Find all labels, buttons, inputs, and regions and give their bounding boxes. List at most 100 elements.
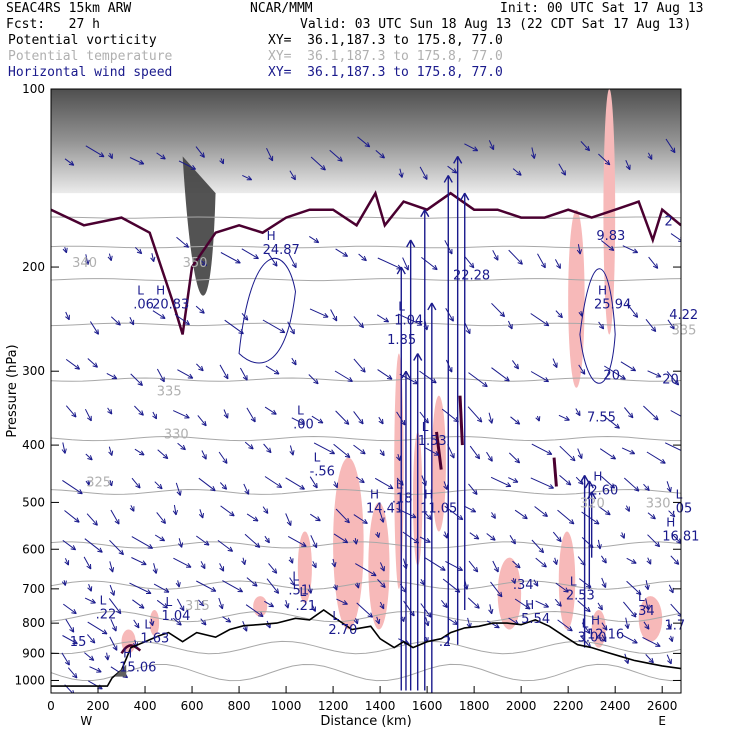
wind-vector-head (516, 170, 522, 176)
wind-vector-head (160, 518, 166, 524)
wind-vector (62, 442, 66, 454)
wind-vector (557, 509, 575, 525)
wind-vector (108, 253, 112, 261)
wind-vector (491, 367, 510, 382)
wind-vector (62, 635, 78, 645)
wind-vector-head (347, 377, 353, 382)
wind-vector-head (323, 312, 329, 318)
wind-vector (154, 481, 163, 490)
wind-vector-head (449, 453, 455, 459)
wind-vector-head (291, 359, 297, 366)
wind-vector-head (364, 142, 371, 148)
wind-vector-head (317, 418, 324, 424)
strong-wind-vector-head (420, 209, 430, 218)
wind-vector-head (289, 450, 295, 456)
wind-vector-head (361, 255, 367, 262)
y-tick-label: 500 (22, 495, 45, 509)
wind-vector (353, 411, 364, 425)
wind-vector-head (515, 563, 521, 569)
wind-vector-head (650, 514, 656, 520)
wind-vector (289, 577, 296, 586)
wind-vector (490, 476, 512, 487)
field-theta-name: Potential temperature (8, 49, 173, 64)
wind-vector-head (469, 262, 475, 269)
wind-vector-head (669, 324, 675, 330)
wind-vector-head (290, 328, 295, 335)
wind-vector-head (342, 251, 349, 257)
wind-vector (625, 617, 629, 629)
wind-vector (62, 479, 83, 495)
wind-vector-head (433, 451, 440, 456)
wind-vector-head (380, 582, 386, 588)
wind-speed-contour (238, 257, 296, 364)
wind-vector (106, 372, 118, 380)
low-marker: L (144, 617, 151, 631)
wind-vector (177, 369, 194, 379)
wind-vector (264, 535, 270, 544)
isentrope-line (51, 322, 681, 327)
wind-vector-head (64, 560, 70, 566)
terrain-line (51, 609, 681, 687)
wind-vector (289, 556, 294, 564)
wind-vector (508, 477, 519, 483)
wind-vector (668, 510, 676, 518)
wind-vector-head (344, 517, 350, 524)
wind-vector (172, 410, 190, 419)
strong-wind-vector-head (584, 480, 594, 489)
wind-vector (555, 310, 563, 319)
wind-vector-head (263, 508, 269, 514)
wind-vector-head (473, 534, 480, 540)
wind-vector (647, 152, 653, 160)
wind-vector-head (510, 538, 516, 545)
wind-vector (601, 577, 607, 588)
wind-vector-head (71, 412, 77, 418)
wind-vector-head (416, 320, 423, 326)
wind-vector (624, 407, 634, 419)
wind-vector-head (271, 568, 278, 574)
wind-vector-head (614, 423, 620, 429)
isentrope-label: 340 (72, 256, 97, 271)
wind-vector-head (74, 364, 81, 370)
wind-vector-head (210, 485, 216, 492)
wind-vector (332, 558, 336, 568)
wind-vector-head (567, 626, 573, 632)
tropopause-fold-shading (182, 156, 216, 296)
wind-vector-head (184, 413, 190, 419)
wind-vector (555, 582, 569, 593)
wind-vector (329, 149, 343, 162)
wind-vector-head (200, 563, 206, 570)
wind-vector-head (286, 520, 292, 526)
wind-vector-head (138, 410, 144, 416)
wind-vector-head (92, 362, 98, 368)
wind-vector-head (633, 486, 640, 492)
wind-vector-head (175, 582, 181, 588)
wind-vector-head (311, 606, 316, 612)
wind-vector (353, 444, 366, 455)
wind-vector (153, 563, 157, 574)
wind-vector (89, 321, 99, 335)
wind-vector-head (252, 581, 258, 587)
wind-vector (626, 557, 637, 564)
wind-vector (244, 533, 261, 548)
wind-vector (65, 619, 75, 633)
low-marker: L (100, 593, 107, 607)
wind-vector (491, 512, 496, 519)
wind-vector (378, 416, 384, 425)
low-marker: L (398, 299, 405, 313)
wind-vector-head (514, 458, 521, 464)
wind-vector (671, 533, 681, 544)
wind-vector (268, 253, 278, 267)
wind-vector-head (172, 509, 178, 516)
wind-vector (311, 415, 324, 424)
extremum-value: 1.04 (394, 313, 423, 328)
wind-vector-head (360, 449, 366, 455)
wind-vector (108, 446, 113, 456)
wind-vector (65, 405, 77, 418)
wind-vector (84, 652, 95, 661)
wind-vector (488, 140, 495, 150)
extremum-value: .2 (439, 635, 451, 650)
extremum-value: 7.55 (587, 411, 616, 426)
wind-vector-head (129, 319, 135, 326)
wind-vector (491, 302, 505, 317)
